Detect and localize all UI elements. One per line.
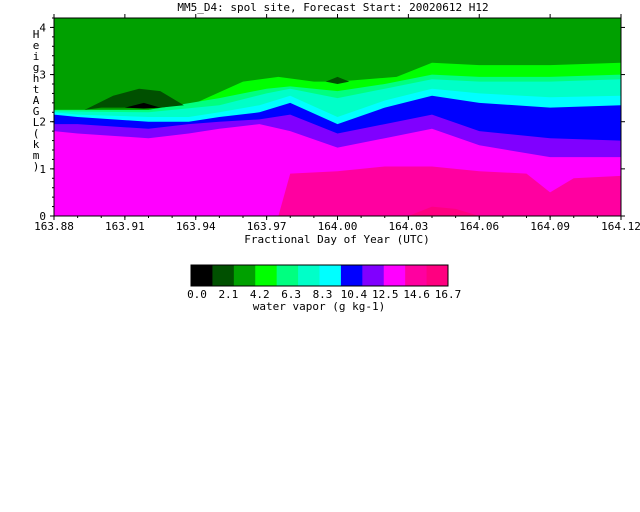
colorbar-swatch <box>191 265 213 286</box>
dark-patch <box>124 102 161 109</box>
colorbar-swatch <box>319 265 342 286</box>
x-tick-label: 164.00 <box>318 220 358 233</box>
colorbar-tick-label: 14.6 <box>403 288 430 301</box>
hot-patch <box>278 166 621 216</box>
y-label-char: G <box>33 105 40 118</box>
y-tick-label: 3 <box>39 69 46 82</box>
colorbar-tick-label: 4.2 <box>250 288 270 301</box>
y-tick-label: 4 <box>39 21 46 34</box>
dark-patch <box>325 76 350 84</box>
colorbar-tick-label: 12.5 <box>372 288 399 301</box>
colorbar-swatch <box>426 265 449 286</box>
y-label-char: h <box>33 72 40 85</box>
colorbar-tick-label: 10.4 <box>341 288 368 301</box>
y-label-char: i <box>33 50 40 63</box>
y-label-char: m <box>33 149 40 162</box>
colorbar-swatch <box>405 265 428 286</box>
x-axis-label: Fractional Day of Year (UTC) <box>244 233 429 246</box>
colorbar-tick-label: 8.3 <box>313 288 333 301</box>
colorbar: 0.0 2.1 4.2 6.3 8.3 10.4 12.5 14.6 16.7 <box>187 264 462 301</box>
x-axis: 163.88 163.91 163.94 163.97 164.00 164.03 164.… <box>34 14 640 233</box>
y-label-char: L <box>33 116 40 129</box>
chart-title: MM5_D4: spol site, Forecast Start: 20020… <box>177 1 488 14</box>
colorbar-swatch <box>276 265 299 286</box>
y-tick-label: 0 <box>39 210 46 223</box>
colorbar-frame <box>190 264 449 287</box>
y-label-char: ) <box>33 160 40 173</box>
colorbar-swatch <box>212 265 235 286</box>
colorbar-tick-label: 16.7 <box>435 288 462 301</box>
y-label-char: t <box>33 83 40 96</box>
colorbar-tick-label: 6.3 <box>281 288 301 301</box>
y-label-char: H <box>33 28 40 41</box>
y-label-char: e <box>33 39 40 52</box>
x-tick-label: 164.09 <box>530 220 570 233</box>
colorbar-tick-label: 0.0 <box>187 288 207 301</box>
colorbar-swatch <box>233 265 256 286</box>
colorbar-swatch <box>255 265 278 286</box>
x-tick-label: 163.88 <box>34 220 74 233</box>
y-label-char: g <box>33 61 40 74</box>
colorbar-label: water vapor (g kg-1) <box>253 300 385 313</box>
y-axis: 0 1 2 3 4 <box>39 17 625 223</box>
colorbar-swatch <box>340 265 363 286</box>
x-tick-label: 163.94 <box>176 220 216 233</box>
dark-patch <box>84 88 184 110</box>
colorbar-swatch <box>298 265 320 286</box>
colorbar-tick-label: 2.1 <box>218 288 238 301</box>
y-label-char: A <box>33 94 40 107</box>
y-tick-label: 1 <box>39 163 46 176</box>
pink-strip <box>408 206 480 216</box>
y-label-char: ( <box>33 127 40 140</box>
y-label-char: k <box>33 138 40 151</box>
x-tick-label: 164.06 <box>459 220 499 233</box>
y-tick-label: 2 <box>39 116 46 129</box>
plot-area <box>54 18 621 216</box>
x-tick-label: 164.03 <box>389 220 429 233</box>
colorbar-swatch <box>383 265 406 286</box>
x-tick-label: 164.12 <box>601 220 640 233</box>
x-tick-label: 163.91 <box>105 220 145 233</box>
colorbar-swatch <box>362 265 385 286</box>
x-tick-label: 163.97 <box>247 220 287 233</box>
